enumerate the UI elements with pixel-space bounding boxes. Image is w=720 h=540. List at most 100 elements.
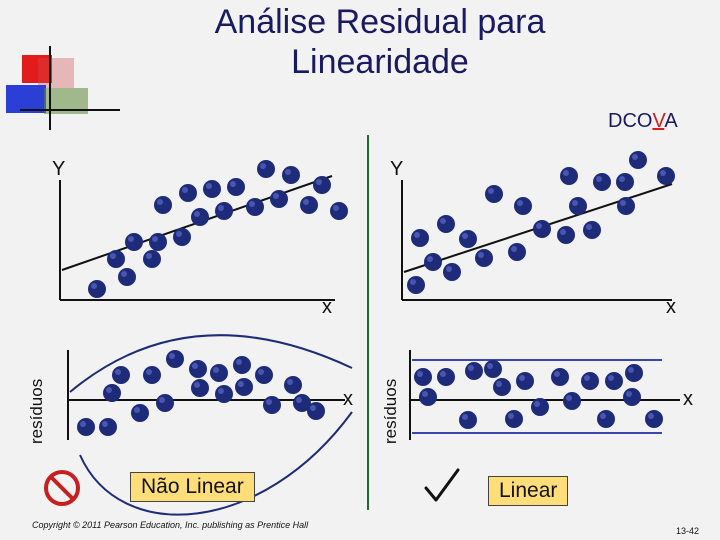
data-point-highlight — [414, 232, 420, 238]
data-point-highlight — [176, 231, 182, 237]
data-point — [485, 185, 503, 203]
data-point — [569, 197, 587, 215]
left-residual-y-label: resíduos — [27, 378, 46, 444]
data-point-highlight — [169, 353, 175, 359]
data-point-highlight — [159, 397, 165, 403]
dcova-highlight: V — [652, 110, 665, 132]
data-point-highlight — [213, 367, 219, 373]
data-point-highlight — [102, 421, 108, 427]
data-point-highlight — [620, 200, 626, 206]
data-point-highlight — [128, 236, 134, 242]
data-point-highlight — [249, 201, 255, 207]
data-point — [118, 268, 136, 286]
data-point-highlight — [146, 369, 152, 375]
data-point — [179, 184, 197, 202]
data-point — [215, 202, 233, 220]
data-point — [581, 372, 599, 390]
dcova-suffix: A — [664, 110, 678, 132]
data-point — [551, 368, 569, 386]
data-point-highlight — [303, 199, 309, 205]
data-point — [583, 221, 601, 239]
data-point — [617, 197, 635, 215]
data-point — [625, 364, 643, 382]
data-point — [257, 160, 275, 178]
data-point-highlight — [511, 246, 517, 252]
data-point-highlight — [422, 391, 428, 397]
data-point — [443, 263, 461, 281]
right-scatter-y-label: Y — [390, 158, 404, 180]
data-point — [227, 178, 245, 196]
data-point-highlight — [146, 253, 152, 259]
right-scatter-points — [407, 151, 675, 294]
data-point-highlight — [660, 170, 666, 176]
right-scatter-x-label: x — [666, 296, 676, 318]
page-number: 13-42 — [676, 526, 700, 536]
left-residual-lower-curve — [79, 411, 353, 516]
data-point — [125, 233, 143, 251]
left-scatter-y-label: Y — [52, 158, 66, 180]
data-point-highlight — [91, 283, 97, 289]
left-scatter-x-label: x — [322, 296, 332, 318]
logo-red-square — [22, 55, 52, 83]
right-residual-points — [414, 360, 663, 429]
left-residual-points — [77, 350, 325, 436]
data-point-highlight — [488, 188, 494, 194]
data-point-highlight — [566, 395, 572, 401]
data-point-highlight — [152, 236, 158, 242]
data-point-highlight — [115, 369, 121, 375]
data-point-highlight — [462, 233, 468, 239]
data-point — [131, 404, 149, 422]
data-point-highlight — [230, 181, 236, 187]
data-point-highlight — [600, 413, 606, 419]
right-residual-y-label: resíduos — [381, 378, 400, 444]
title-line-1: Análise Residual para — [214, 3, 546, 41]
linear-verdict-box: Linear — [488, 476, 569, 506]
data-point — [191, 379, 209, 397]
data-point-highlight — [266, 399, 272, 405]
data-point-highlight — [632, 154, 638, 160]
data-point-highlight — [157, 199, 163, 205]
data-point — [149, 233, 167, 251]
data-point-highlight — [519, 375, 525, 381]
data-point — [270, 190, 288, 208]
logo-blue-square — [6, 85, 46, 113]
data-point-highlight — [121, 271, 127, 277]
data-point — [143, 250, 161, 268]
data-point — [307, 402, 325, 420]
data-point-highlight — [273, 193, 279, 199]
data-point — [514, 197, 532, 215]
data-point — [77, 418, 95, 436]
data-point-highlight — [410, 279, 416, 285]
data-point-highlight — [563, 170, 569, 176]
data-point — [300, 196, 318, 214]
data-point-highlight — [287, 379, 293, 385]
data-point — [459, 230, 477, 248]
data-point — [414, 368, 432, 386]
data-point-highlight — [648, 413, 654, 419]
data-point-highlight — [462, 414, 468, 420]
data-point-highlight — [596, 176, 602, 182]
data-point-highlight — [194, 211, 200, 217]
data-point-highlight — [106, 387, 112, 393]
data-point-highlight — [584, 375, 590, 381]
left-scatter-points — [88, 160, 348, 298]
data-point — [154, 196, 172, 214]
data-point-highlight — [554, 371, 560, 377]
data-point-highlight — [508, 413, 514, 419]
check-mark-icon — [424, 468, 460, 502]
data-point — [112, 366, 130, 384]
data-point — [203, 180, 221, 198]
data-point-highlight — [478, 252, 484, 258]
left-scatter-panel — [59, 160, 348, 301]
no-symbol-icon — [44, 470, 80, 506]
data-point — [531, 398, 549, 416]
data-point-highlight — [468, 365, 474, 371]
data-point — [645, 410, 663, 428]
data-point — [246, 198, 264, 216]
right-scatter-panel — [401, 151, 675, 301]
data-point — [255, 366, 273, 384]
data-point — [88, 280, 106, 298]
data-point — [493, 378, 511, 396]
